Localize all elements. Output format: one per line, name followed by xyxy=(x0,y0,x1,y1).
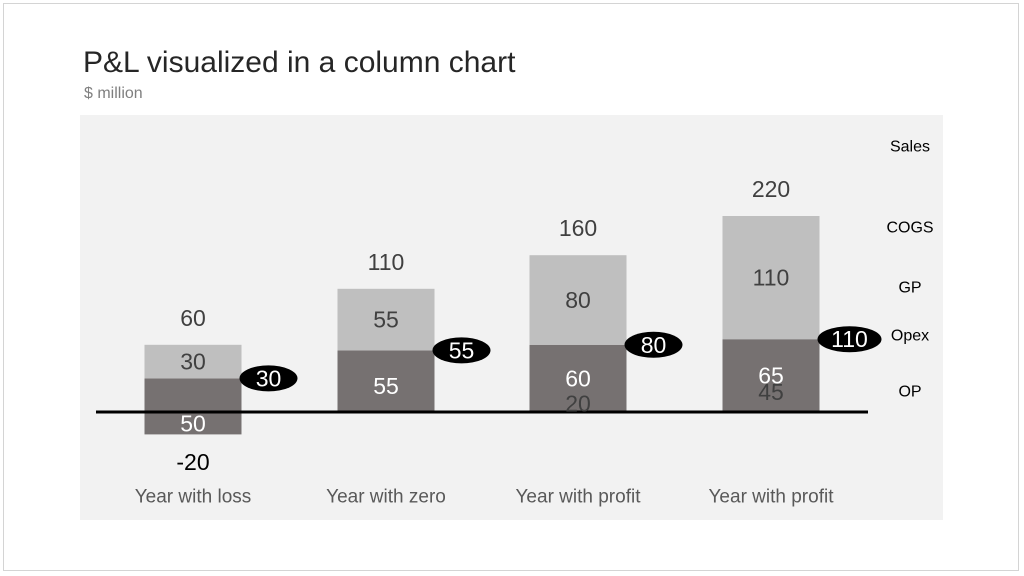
sales-total-label: 220 xyxy=(752,176,790,202)
op-value-label: 20 xyxy=(565,391,591,417)
gp-value-label: 80 xyxy=(641,332,667,358)
opex-value-label: 50 xyxy=(180,410,206,436)
row-label-gp: GP xyxy=(898,280,921,297)
sales-total-label: 160 xyxy=(559,215,597,241)
bar-cogs xyxy=(529,255,627,345)
sales-total-label: 60 xyxy=(180,305,206,331)
cogs-value-label: 110 xyxy=(753,265,790,291)
category-label: Year with profit xyxy=(709,487,835,508)
bar-opex xyxy=(722,339,820,412)
opex-value-label: 60 xyxy=(565,365,591,391)
row-label-op: OP xyxy=(898,384,921,401)
row-label-sales: Sales xyxy=(890,139,930,156)
bar-opex xyxy=(337,350,435,412)
sales-total-label: 110 xyxy=(368,249,405,275)
loss-value-label: -20 xyxy=(176,449,209,475)
cogs-value-label: 30 xyxy=(180,349,206,375)
chart-subtitle: $ million xyxy=(84,85,143,102)
cogs-value-label: 80 xyxy=(565,287,591,313)
op-value-label: 45 xyxy=(758,379,784,405)
bar-opex xyxy=(529,344,627,412)
category-label: Year with profit xyxy=(516,487,642,508)
bar-cogs xyxy=(337,288,435,351)
row-label-cogs: COGS xyxy=(886,220,933,237)
gp-value-label: 55 xyxy=(449,337,475,363)
cogs-value-label: 55 xyxy=(373,307,399,333)
bar-cogs xyxy=(144,344,242,379)
bar-opex xyxy=(144,378,242,435)
gp-callout xyxy=(624,331,683,358)
gp-callout xyxy=(817,326,882,353)
opex-value-label: 55 xyxy=(373,373,399,399)
row-label-opex: Opex xyxy=(891,328,929,345)
chart-title: P&L visualized in a column chart xyxy=(83,46,516,79)
gp-value-label: 30 xyxy=(256,365,282,391)
gp-value-label: 110 xyxy=(831,326,868,352)
gp-callout xyxy=(239,365,298,392)
bar-cogs xyxy=(722,216,820,340)
category-label: Year with loss xyxy=(135,487,252,508)
category-label: Year with zero xyxy=(326,487,446,508)
gp-callout xyxy=(432,337,491,364)
opex-value-label: 65 xyxy=(758,363,784,389)
